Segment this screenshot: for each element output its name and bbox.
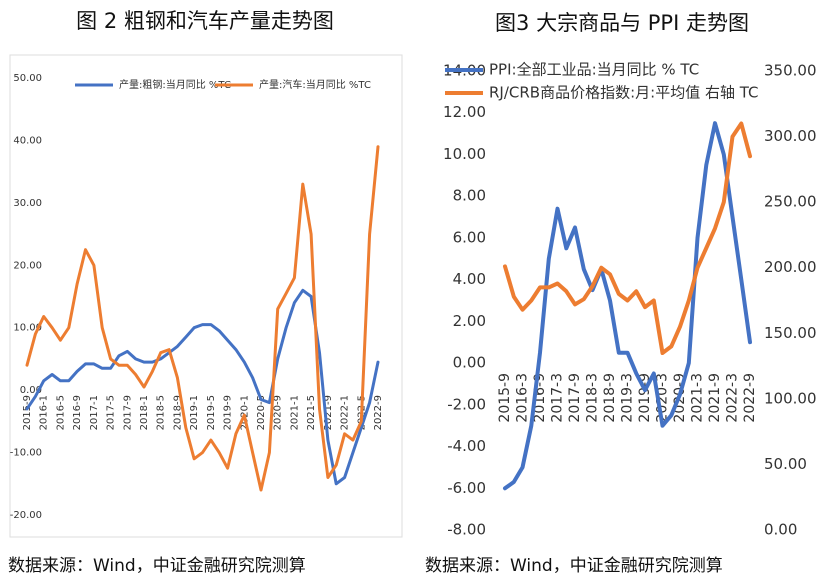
legend-label: PPI:全部工业品:当月同比 % TC [489,61,699,79]
y-tick-label: -20.00 [10,510,42,521]
legend-label: 产量:汽车:当月同比 %TC [259,78,371,91]
y-tick-label: 0.00 [20,385,42,396]
x-tick-label: 2020-9 [273,395,284,430]
x-tick-label: 2021-5 [306,395,317,430]
x-tick-label: 2018-9 [172,395,183,430]
y-tick-label: -10.00 [10,448,42,459]
source: 数据来源：Wind，中证金融研究院测算 [425,556,723,576]
y-tick-label: 40.00 [13,135,42,146]
y2-tick-label: 350.00 [764,62,817,80]
y-tick-label: 4.00 [453,270,486,288]
x-tick-label: 2015-9 [497,373,513,423]
x-tick-label: 2016-5 [55,395,66,430]
x-tick-label: 2015-9 [22,395,33,430]
x-tick-label: 2017-9 [567,373,583,423]
y-tick-label: 12.00 [443,103,486,121]
series-line [503,121,752,355]
x-tick-label: 2022-1 [340,395,351,430]
y-tick-label: 20.00 [13,260,42,271]
x-tick-label: 2021-9 [707,373,723,423]
x-tick-label: 2018-9 [602,373,618,423]
x-tick-label: 2019-3 [620,373,636,423]
x-tick-label: 2021-1 [289,395,300,430]
y-tick-label: -4.00 [447,437,486,455]
x-tick-label: 2016-1 [39,395,50,430]
y-tick-label: 6.00 [453,228,486,246]
y2-tick-label: 150.00 [764,324,817,342]
x-tick-label: 2016-9 [72,395,83,430]
x-tick-label: 2022-3 [725,373,741,423]
y2-tick-label: 200.00 [764,258,817,276]
y-tick-label: 30.00 [13,198,42,209]
x-tick-label: 2020-1 [239,395,250,430]
x-tick-label: 2019-5 [206,395,217,430]
series-line [25,288,380,486]
chart-frame [9,54,403,538]
x-tick-label: 2022-9 [742,373,758,423]
y-tick-label: -6.00 [447,479,486,497]
y2-tick-label: 300.00 [764,127,817,145]
y-tick-label: 8.00 [453,187,486,205]
chart-title: 图3 大宗商品与 PPI 走势图 [495,11,749,35]
legend-label: RJ/CRB商品价格指数:月:平均值 右轴 TC [489,84,759,102]
y2-tick-label: 0.00 [764,521,797,539]
source: 数据来源：Wind，中证金融研究院测算 [8,556,306,576]
legend-label: 产量:粗钢:当月同比 %TC [119,78,231,91]
x-tick-label: 2018-1 [139,395,150,430]
y-tick-label: 10.00 [13,323,42,334]
x-tick-label: 2018-3 [585,373,601,423]
series-line [503,121,752,491]
x-tick-label: 2017-9 [122,395,133,430]
x-tick-label: 2017-1 [89,395,100,430]
y-tick-label: -2.00 [447,395,486,413]
x-tick-label: 2022-9 [373,395,384,430]
x-tick-label: 2021-3 [690,373,706,423]
y2-tick-label: 50.00 [764,455,807,473]
y-tick-label: -8.00 [447,521,486,539]
x-tick-label: 2020-5 [256,395,267,430]
x-tick-label: 2016-3 [515,373,531,423]
y-tick-label: 0.00 [453,354,486,372]
x-tick-label: 2018-5 [156,395,167,430]
y-tick-label: 10.00 [443,145,486,163]
x-tick-label: 2019-9 [223,395,234,430]
x-tick-label: 2017-5 [106,395,117,430]
y-tick-label: 2.00 [453,312,486,330]
x-tick-label: 2017-3 [550,373,566,423]
chart-title: 图 2 粗钢和汽车产量走势图 [76,9,334,33]
x-tick-label: 2021-9 [323,395,334,430]
y2-tick-label: 100.00 [764,389,817,407]
y2-tick-label: 250.00 [764,193,817,211]
series-line [25,145,380,492]
x-tick-label: 2019-1 [189,395,200,430]
y-tick-label: 50.00 [13,73,42,84]
